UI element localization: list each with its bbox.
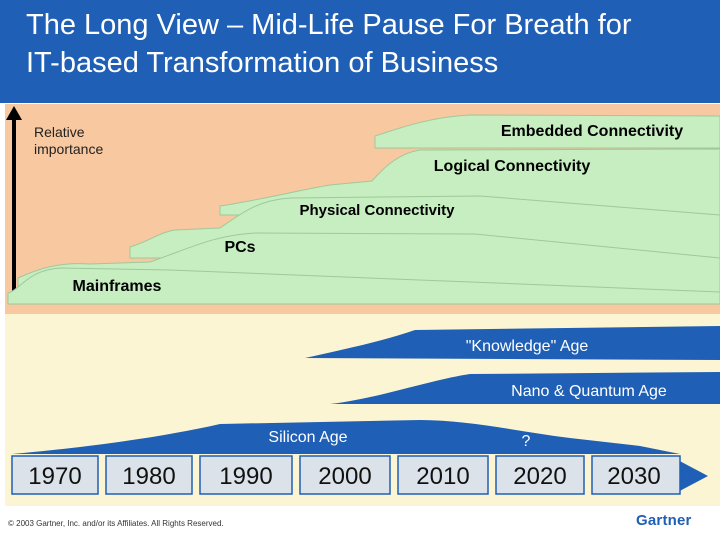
age-nano-quantum: Nano & Quantum Age: [330, 372, 720, 404]
age-knowledge: "Knowledge" Age: [305, 326, 720, 360]
year-label: 2010: [416, 463, 469, 490]
year-box-1990: 1990: [199, 455, 293, 495]
layer-embedded-connectivity: Embedded Connectivity: [374, 114, 720, 149]
age-label: Nano & Quantum Age: [511, 383, 667, 400]
axis-label: Relative importance: [34, 124, 103, 157]
year-box-2000: 2000: [299, 455, 391, 495]
layer-label: Physical Connectivity: [299, 202, 455, 219]
timeline-arrow: 1970 1980 1990 2000 2010 2020 2030: [11, 455, 708, 495]
title-bar: The Long View – Mid-Life Pause For Breat…: [0, 0, 720, 103]
year-label: 2000: [318, 463, 371, 490]
age-label: Silicon Age: [268, 429, 347, 446]
year-label: 1980: [122, 463, 175, 490]
year-box-2010: 2010: [397, 455, 489, 495]
layer-mainframes: Mainframes: [7, 267, 720, 305]
copyright-notice: © 2003 Gartner, Inc. and/or its Affiliat…: [8, 519, 224, 528]
gartner-logo: Gartner: [636, 512, 692, 529]
year-box-1970: 1970: [11, 455, 99, 495]
year-label: 1990: [219, 463, 272, 490]
age-silicon-and-unknown: Silicon Age ?: [12, 420, 680, 454]
slide-title: The Long View – Mid-Life Pause For Breat…: [26, 9, 632, 79]
year-label: 2020: [513, 463, 566, 490]
layer-label: Mainframes: [73, 278, 162, 295]
year-box-2020: 2020: [495, 455, 585, 495]
layer-label: PCs: [224, 239, 255, 256]
layer-label: Logical Connectivity: [434, 158, 591, 175]
age-label-unknown: ?: [522, 433, 531, 450]
year-box-2030: 2030: [591, 455, 681, 495]
importance-arrow: [6, 106, 22, 300]
year-box-1980: 1980: [105, 455, 193, 495]
layer-label: Embedded Connectivity: [501, 123, 683, 140]
axis-label-line-2: importance: [34, 141, 103, 157]
axis-label-line-1: Relative: [34, 124, 85, 140]
year-label: 1970: [28, 463, 81, 490]
year-label: 2030: [607, 463, 660, 490]
age-label: "Knowledge" Age: [466, 338, 589, 355]
